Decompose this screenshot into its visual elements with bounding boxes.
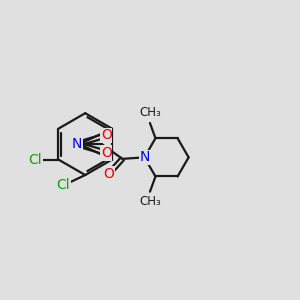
Text: N: N — [139, 150, 150, 164]
Text: Cl: Cl — [29, 153, 42, 166]
Text: Cl: Cl — [56, 178, 70, 192]
Text: CH₃: CH₃ — [139, 106, 161, 119]
Text: O: O — [101, 146, 112, 160]
Text: O: O — [104, 167, 115, 181]
Text: O: O — [101, 128, 112, 142]
Text: N: N — [71, 137, 82, 151]
Text: CH₃: CH₃ — [139, 195, 161, 208]
